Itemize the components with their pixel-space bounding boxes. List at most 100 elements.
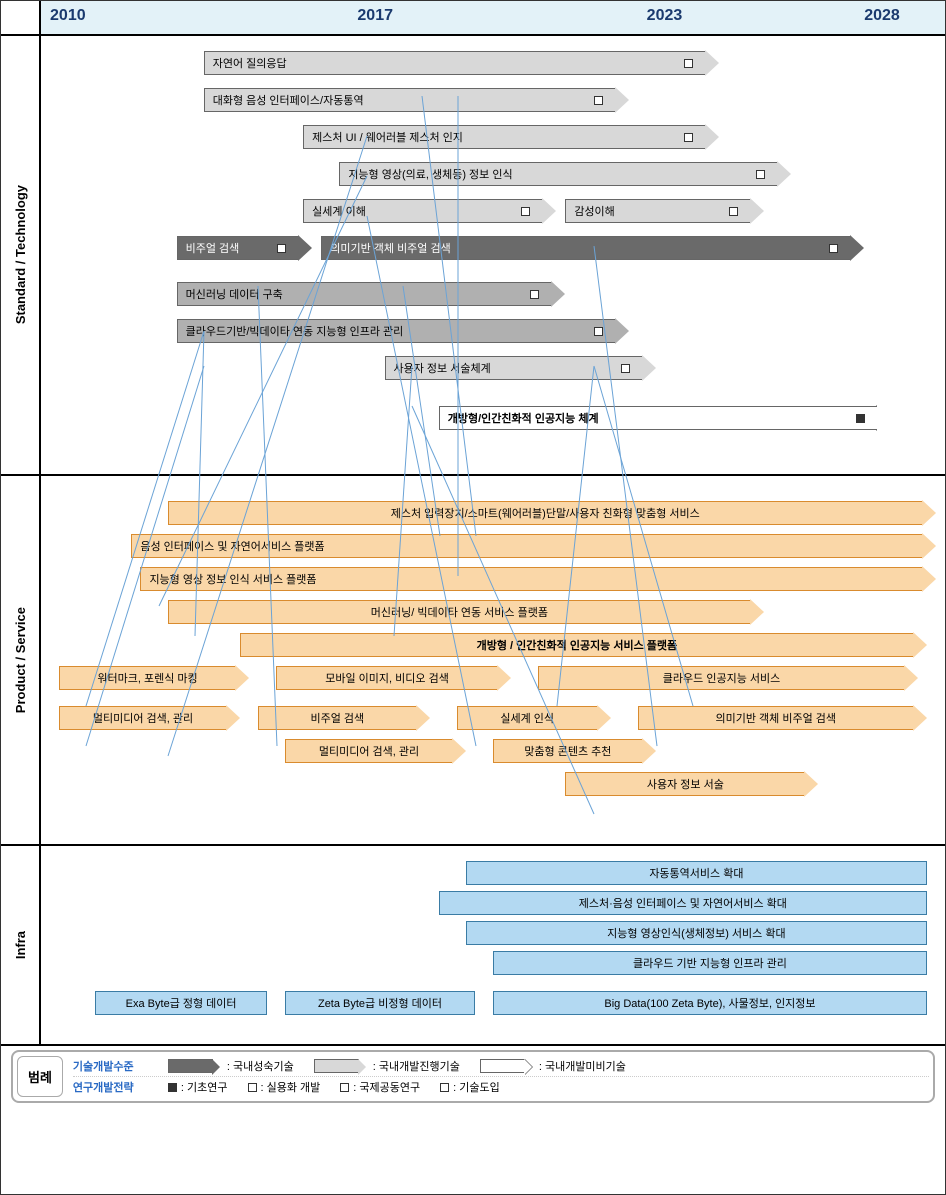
section-infra: Infra자동통역서비스 확대제스처·음성 인터페이스 및 자연어서비스 확대지… <box>1 846 945 1046</box>
roadmap-bar: 머신러닝 데이터 구축 <box>177 282 566 306</box>
bar-body: 지능형 영상(의료, 생체등) 정보 인식 <box>339 162 777 186</box>
roadmap-bar: 맞춤형 콘텐츠 추천 <box>493 739 656 763</box>
bar-body: 의미기반 객체 비주얼 검색 <box>321 236 849 260</box>
bar-body: 비주얼 검색 <box>258 706 416 730</box>
bar-body: 실세계 인식 <box>457 706 597 730</box>
arrow-head-icon <box>750 198 764 224</box>
bar-text: 감성이해 <box>574 203 614 219</box>
research-marker-icon <box>829 244 838 253</box>
arrow-head-icon <box>551 281 565 307</box>
bar-text: 대화형 음성 인터페이스/자동통역 <box>213 92 364 108</box>
bar-text: 제스처 입력장치/스마트(웨어러블)단말/사용자 친화형 맞춤형 서비스 <box>391 505 700 521</box>
bar-text: 워터마크, 포렌식 마킹 <box>97 670 197 686</box>
legend-item: : 국내개발진행기술 <box>314 1058 460 1074</box>
bar-text: 개방형 / 인간친화적 인공지능 서비스 플랫폼 <box>477 637 678 653</box>
arrow-head-icon <box>298 235 312 261</box>
timeline-years: 2010201720232028 <box>41 1 945 34</box>
roadmap-bar: 모바일 이미지, 비디오 검색 <box>276 666 511 690</box>
research-marker-icon <box>756 170 765 179</box>
year-label: 2028 <box>864 7 900 25</box>
infra-box: 지능형 영상인식(생체정보) 서비스 확대 <box>466 921 927 945</box>
header-corner <box>1 1 41 34</box>
bar-body: 맞춤형 콘텐츠 추천 <box>493 739 642 763</box>
roadmap-bar: 개방형 / 인간친화적 인공지능 서비스 플랫폼 <box>240 633 927 657</box>
research-marker-icon <box>684 59 693 68</box>
arrow-head-icon <box>705 50 719 76</box>
arrow-head-icon <box>850 235 864 261</box>
roadmap-bar: 대화형 음성 인터페이스/자동통역 <box>204 88 629 112</box>
bar-body: 실세계 이해 <box>303 199 542 223</box>
bar-body: 개방형/인간친화적 인공지능 체계 <box>439 406 877 430</box>
roadmap-bar: 워터마크, 포렌식 마킹 <box>59 666 249 690</box>
arrow-head-icon <box>235 665 249 691</box>
legend-item-text: : 국내성숙기술 <box>227 1058 294 1074</box>
infra-box: 제스처·음성 인터페이스 및 자연어서비스 확대 <box>439 891 927 915</box>
section-label-cell: Standard / Technology <box>1 36 41 474</box>
arrow-head-icon <box>615 87 629 113</box>
roadmap-bar: 감성이해 <box>565 199 764 223</box>
arrow-head-icon <box>705 124 719 150</box>
legend: 범례 기술개발수준 : 국내성숙기술: 국내개발진행기술: 국내개발미비기술 연… <box>11 1050 935 1103</box>
research-marker-icon <box>594 96 603 105</box>
arrow-head-icon <box>416 705 430 731</box>
arrow-head-icon <box>913 632 927 658</box>
research-marker-icon <box>856 414 865 423</box>
content-area: 자연어 질의응답대화형 음성 인터페이스/자동통역제스처 UI / 웨어러블 제… <box>41 36 945 474</box>
bar-text: 클라우드 인공지능 서비스 <box>663 670 780 686</box>
legend-item: : 국내성숙기술 <box>168 1058 294 1074</box>
bar-body: 클라우드기반/빅데이타 연동 지능형 인프라 관리 <box>177 319 615 343</box>
bar-text: 모바일 이미지, 비디오 검색 <box>325 670 449 686</box>
arrow-head-icon <box>750 599 764 625</box>
roadmap-bar: 머신러닝/ 빅데이타 연동 서비스 플랫폼 <box>168 600 765 624</box>
research-marker-icon <box>729 207 738 216</box>
legend-swatch-icon <box>314 1059 359 1073</box>
bar-text: 개방형/인간친화적 인공지능 체계 <box>448 410 599 426</box>
arrow-head-icon <box>597 705 611 731</box>
bar-body: 감성이해 <box>565 199 750 223</box>
roadmap-bar: 음성 인터페이스 및 자연어서비스 플랫폼 <box>131 534 936 558</box>
legend-item: : 국내개발미비기술 <box>480 1058 626 1074</box>
bar-body: 음성 인터페이스 및 자연어서비스 플랫폼 <box>131 534 922 558</box>
research-marker-icon <box>530 290 539 299</box>
roadmap-bar: 실세계 이해 <box>303 199 556 223</box>
bar-text: 멀티미디어 검색, 관리 <box>319 743 419 759</box>
bar-text: 제스처 UI / 웨어러블 제스처 인지 <box>312 129 463 145</box>
bar-text: 비주얼 검색 <box>311 710 365 726</box>
bar-body: 제스처 입력장치/스마트(웨어러블)단말/사용자 친화형 맞춤형 서비스 <box>168 501 922 525</box>
legend-marker-icon <box>340 1083 349 1092</box>
infra-box: 클라우드 기반 지능형 인프라 관리 <box>493 951 927 975</box>
roadmap-bar: 사용자 정보 서술체계 <box>385 356 656 380</box>
bar-text: 실세계 이해 <box>312 203 366 219</box>
legend-item-text: : 기술도입 <box>453 1079 500 1095</box>
arrow-head-icon <box>497 665 511 691</box>
roadmap-bar: 지능형 영상 정보 인식 서비스 플랫폼 <box>140 567 936 591</box>
year-label: 2023 <box>647 7 683 25</box>
legend-item-text: : 국내개발미비기술 <box>539 1058 626 1074</box>
bar-text: 멀티미디어 검색, 관리 <box>93 710 193 726</box>
bar-body: 의미기반 객체 비주얼 검색 <box>638 706 913 730</box>
bar-text: 지능형 영상(의료, 생체등) 정보 인식 <box>348 166 512 182</box>
arrow-head-icon <box>615 318 629 344</box>
roadmap-bar: 의미기반 객체 비주얼 검색 <box>321 236 863 260</box>
legend-title: 범례 <box>17 1056 63 1097</box>
legend-row2-label: 연구개발전략 <box>73 1079 153 1095</box>
roadmap-bar: 비주얼 검색 <box>258 706 430 730</box>
section-label: Standard / Technology <box>13 185 28 324</box>
section-product: Product / Service제스처 입력장치/스마트(웨어러블)단말/사용… <box>1 476 945 846</box>
legend-item-text: : 국제공동연구 <box>353 1079 420 1095</box>
research-marker-icon <box>594 327 603 336</box>
legend-item: : 기술도입 <box>440 1079 500 1095</box>
infra-box: Big Data(100 Zeta Byte), 사물정보, 인지정보 <box>493 991 927 1015</box>
arrow-head-icon <box>642 738 656 764</box>
roadmap-bar: 클라우드기반/빅데이타 연동 지능형 인프라 관리 <box>177 319 629 343</box>
bar-text: 사용자 정보 서술 <box>647 776 724 792</box>
legend-item-text: : 실용화 개발 <box>261 1079 321 1095</box>
legend-row-strategy: 연구개발전략 : 기초연구 : 실용화 개발 : 국제공동연구 : 기술도입 <box>73 1077 929 1097</box>
legend-item: : 실용화 개발 <box>248 1079 321 1095</box>
bar-body: 개방형 / 인간친화적 인공지능 서비스 플랫폼 <box>240 633 913 657</box>
legend-swatch-icon <box>480 1059 525 1073</box>
roadmap-bar: 사용자 정보 서술 <box>565 772 818 796</box>
legend-item: : 기초연구 <box>168 1079 228 1095</box>
roadmap-bar: 실세계 인식 <box>457 706 611 730</box>
bar-text: 음성 인터페이스 및 자연어서비스 플랫폼 <box>140 538 324 554</box>
